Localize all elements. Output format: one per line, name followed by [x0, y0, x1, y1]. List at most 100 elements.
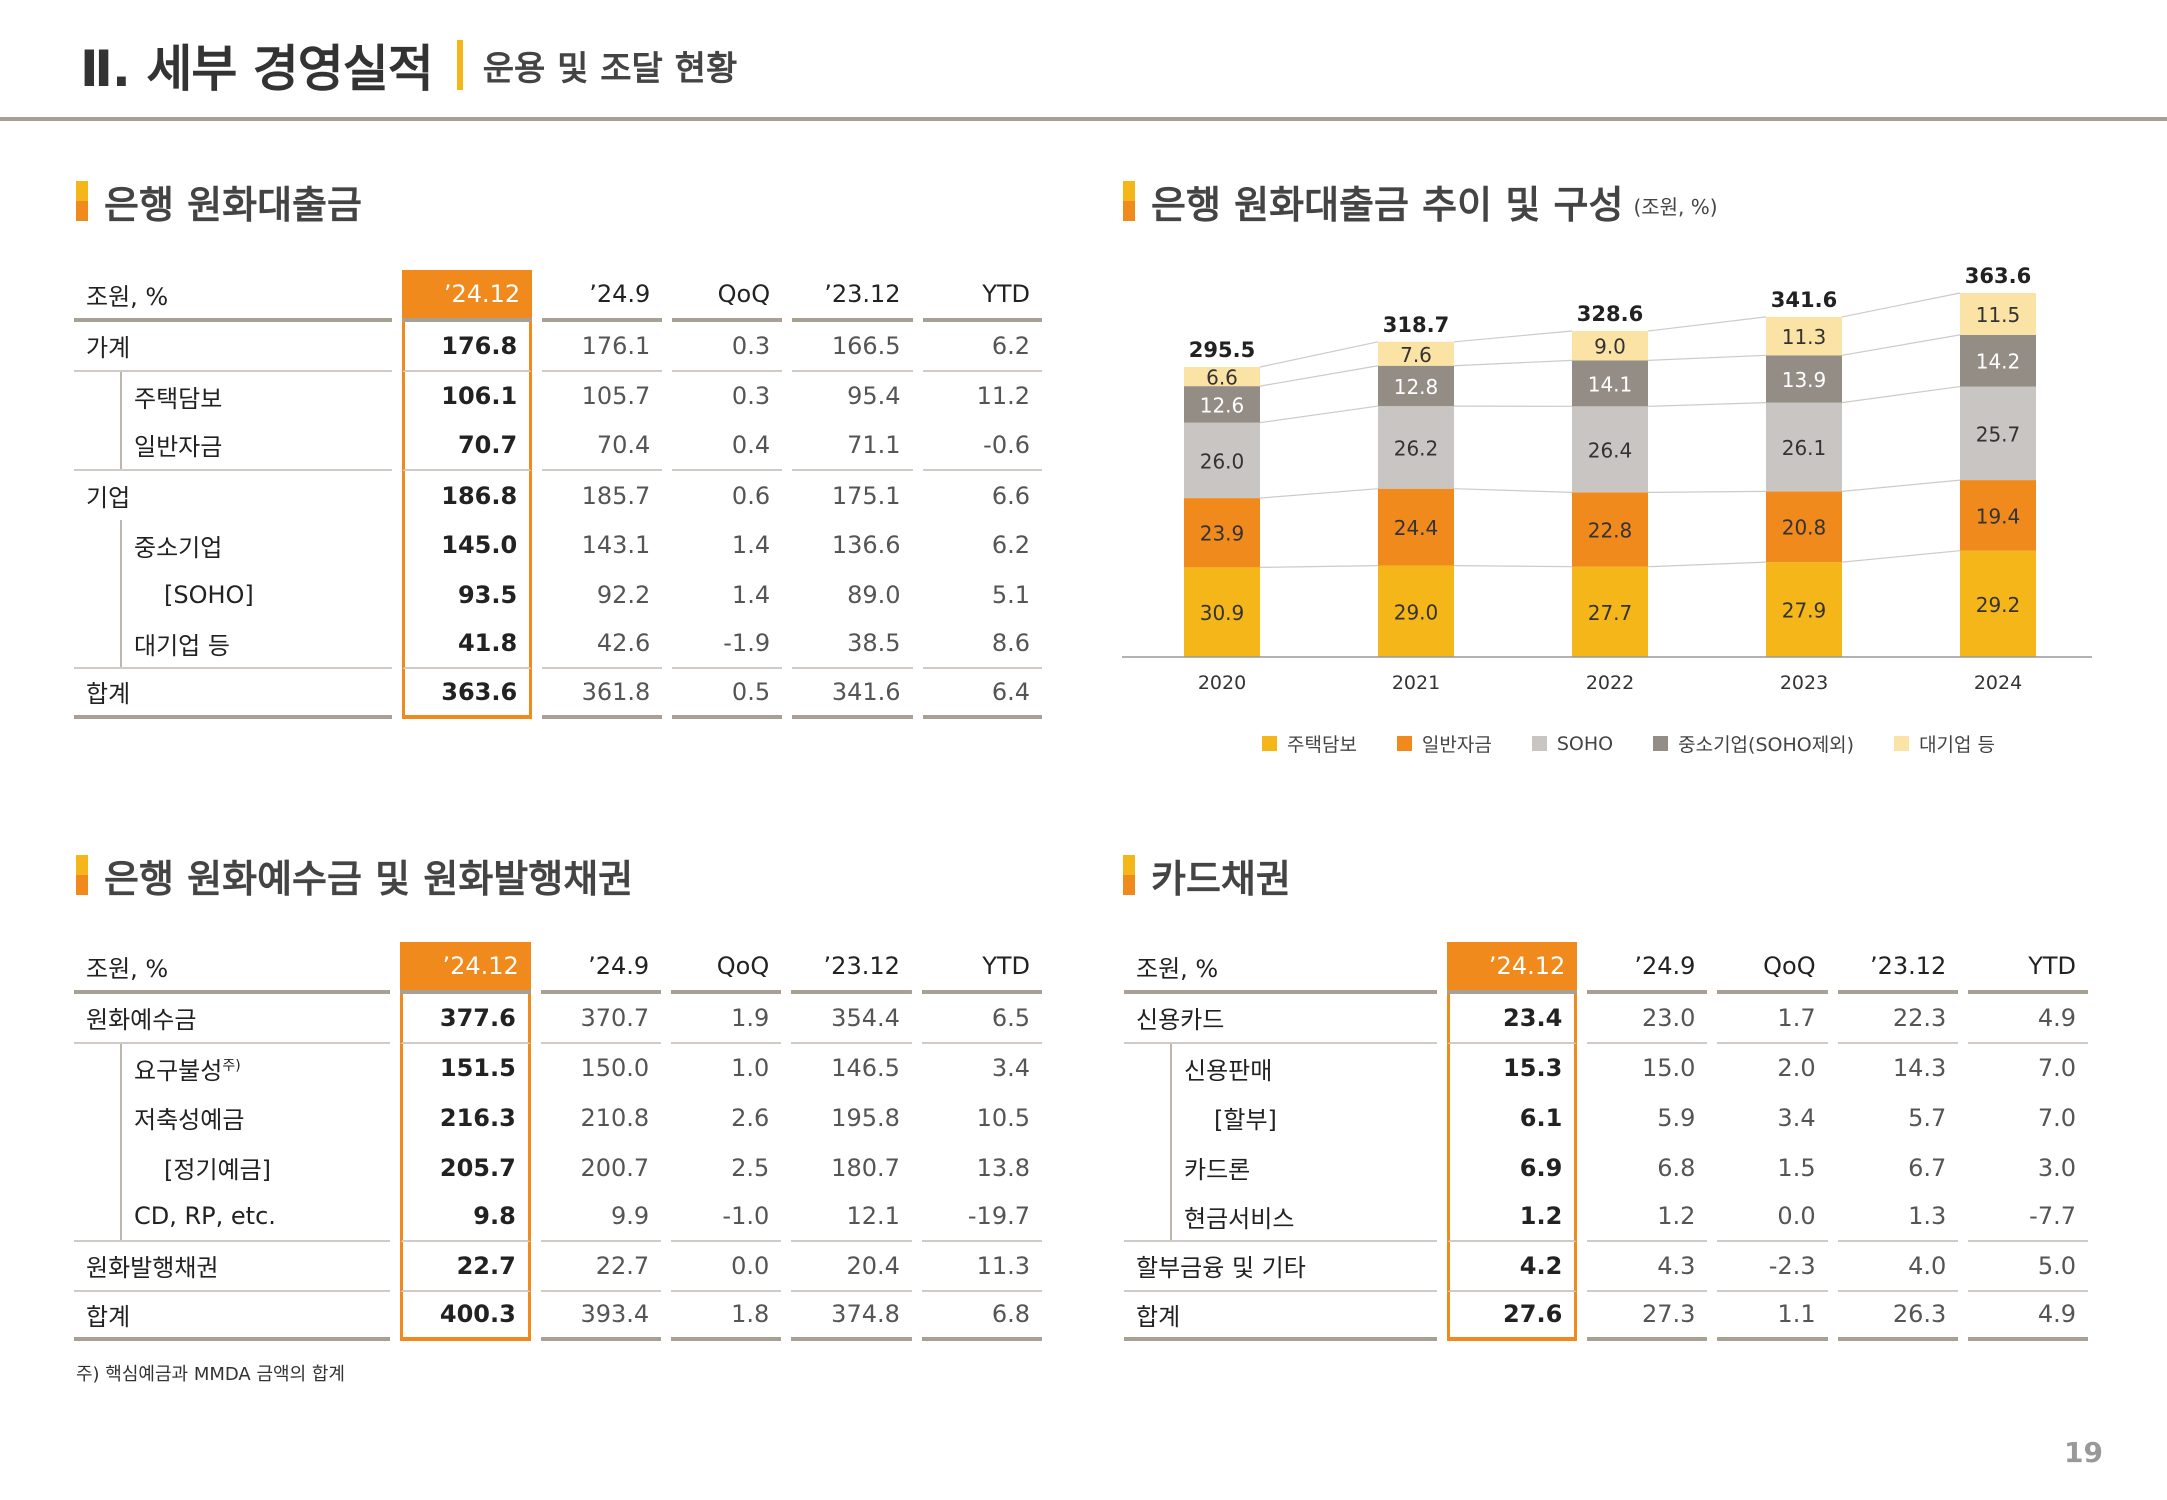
bar-segment [1184, 422, 1260, 499]
title-separator [456, 40, 463, 90]
table-cell: 70.4 [542, 421, 663, 471]
data-label: 9.0 [1594, 335, 1626, 359]
bar-segment [1766, 355, 1842, 403]
table-cell: 9.8 [400, 1192, 531, 1242]
table-cell: 216.3 [400, 1093, 531, 1143]
bar-segment [1184, 386, 1260, 423]
table-cell: 22.7 [540, 1242, 662, 1292]
table-cell: 5.7 [1908, 1103, 1947, 1132]
table-cell: 15.0 [1641, 1054, 1696, 1083]
row-label: 기업 [74, 471, 392, 521]
table-cell: 41.8 [401, 619, 533, 670]
table-cell: 0.4 [672, 421, 783, 471]
table-cell: 92.2 [596, 580, 651, 609]
table-cell: 361.8 [542, 669, 663, 719]
table-cell: 180.7 [831, 1153, 900, 1182]
data-label: 26.4 [1588, 438, 1633, 462]
bar-segment [1572, 360, 1648, 407]
table-cell: 175.1 [831, 481, 901, 510]
data-label: 25.7 [1976, 422, 2021, 446]
table-row: 중소기업 145.0 143.1 1.4 136.6 6.2 [74, 520, 1042, 570]
bar-segment [1378, 565, 1454, 657]
legend-label: 일반자금 [1421, 734, 1492, 756]
table-cell: 12.1 [791, 1192, 912, 1242]
connector-line [1647, 490, 1767, 493]
table-cell: 195.8 [831, 1103, 900, 1132]
row-label: 카드론 [1124, 1142, 1437, 1193]
bar-segment [1960, 480, 2036, 551]
table-cell: 26.3 [1837, 1292, 1959, 1342]
connector-line [1259, 365, 1379, 387]
deposits-table: 조원, % ’24.12 ’24.9 QoQ ’23.12 YTD 원화예수금 3… [64, 942, 1052, 1342]
table-cell: 4.3 [1587, 1242, 1708, 1292]
table-cell: 13.8 [976, 1153, 1030, 1182]
table-cell: 10.5 [976, 1103, 1030, 1132]
table-cell: 7.0 [2037, 1103, 2076, 1132]
table-cell: -2.3 [1717, 1242, 1828, 1292]
data-label: 29.0 [1394, 600, 1439, 624]
connector-line [1647, 561, 1767, 568]
connector-line [1841, 479, 1961, 492]
bar-segment [1766, 562, 1842, 657]
bar-segment [1572, 566, 1648, 657]
table-cell: 6.8 [1657, 1153, 1696, 1182]
bar-segment [1184, 367, 1260, 387]
table-cell: 143.1 [581, 531, 651, 560]
bar-segment [1960, 293, 2036, 335]
section-title-loans: 은행 원화대출금 [76, 176, 362, 227]
x-tick-label: 2023 [1780, 672, 1828, 694]
row-label-text: [할부] [1214, 1106, 1277, 1135]
row-label-text: [정기예금] [164, 1156, 272, 1185]
table-row: 합계 27.6 27.3 1.1 26.3 4.9 [1124, 1291, 2088, 1342]
table-cell: 4.0 [1837, 1242, 1959, 1292]
bar-segment [1766, 402, 1842, 492]
table-cell: 1.8 [671, 1292, 782, 1342]
total-label: 341.6 [1771, 288, 1837, 312]
total-label: 328.6 [1577, 302, 1643, 326]
bar-segment [1572, 492, 1648, 567]
bar-segment [1378, 406, 1454, 489]
connector-line [1453, 359, 1573, 367]
table-cell: 3.0 [2037, 1153, 2076, 1182]
legend-swatch [1894, 736, 1910, 751]
bar-segment [1766, 491, 1842, 563]
legend-item: 주택담보 [1262, 730, 1357, 757]
data-label: 7.6 [1400, 343, 1432, 367]
row-label: 합계 [74, 1292, 391, 1342]
row-label-text: 신용판매 [1184, 1056, 1273, 1085]
row-label: [할부] [1124, 1093, 1437, 1143]
table-cell: 2.6 [731, 1103, 770, 1132]
table-cell: 1.4 [731, 531, 771, 560]
x-tick-label: 2024 [1974, 672, 2022, 694]
page-title: Ⅱ. 세부 경영실적 [80, 40, 434, 98]
connector-line [1647, 354, 1767, 361]
table-cell: 4.2 [1446, 1241, 1578, 1292]
data-label: 14.2 [1976, 350, 2021, 374]
table-row: 합계 363.6 361.8 0.5 341.6 6.4 [74, 669, 1042, 719]
data-label: 19.4 [1976, 504, 2021, 528]
legend-label: 주택담보 [1287, 734, 1357, 756]
row-label-text: [SOHO] [164, 580, 254, 609]
table-row: CD, RP, etc. 9.8 9.9 -1.0 12.1 -19.7 [74, 1192, 1042, 1242]
table-cell: 89.0 [847, 580, 901, 609]
table-cell: 106.1 [401, 371, 533, 422]
table-cell: 6.1 [1446, 1093, 1578, 1143]
table-row: [할부] 6.1 5.9 3.4 5.7 7.0 [1124, 1093, 2088, 1143]
table-cell: 9.9 [540, 1192, 662, 1242]
table-cell: 11.3 [921, 1242, 1042, 1292]
data-label: 11.5 [1976, 303, 2021, 327]
col-header-2312: ’23.12 [1837, 942, 1959, 994]
connector-line [1841, 292, 1961, 318]
table-cell: 1.7 [1717, 994, 1828, 1044]
table-cell: -0.6 [922, 421, 1042, 471]
table-row: [SOHO] 93.5 92.2 1.4 89.0 5.1 [74, 569, 1042, 620]
row-label-text: 카드론 [1184, 1156, 1251, 1185]
row-label: CD, RP, etc. [74, 1192, 391, 1242]
row-label: 원화발행채권 [74, 1242, 391, 1292]
table-cell: 136.6 [831, 531, 901, 560]
table-cell: 42.6 [542, 620, 663, 670]
col-header-ytd: YTD [1968, 942, 2088, 994]
table-cell: 7.0 [2037, 1054, 2076, 1083]
table-cell: 1.2 [1446, 1192, 1578, 1242]
table-row: 주택담보 106.1 105.7 0.3 95.4 11.2 [74, 371, 1042, 422]
